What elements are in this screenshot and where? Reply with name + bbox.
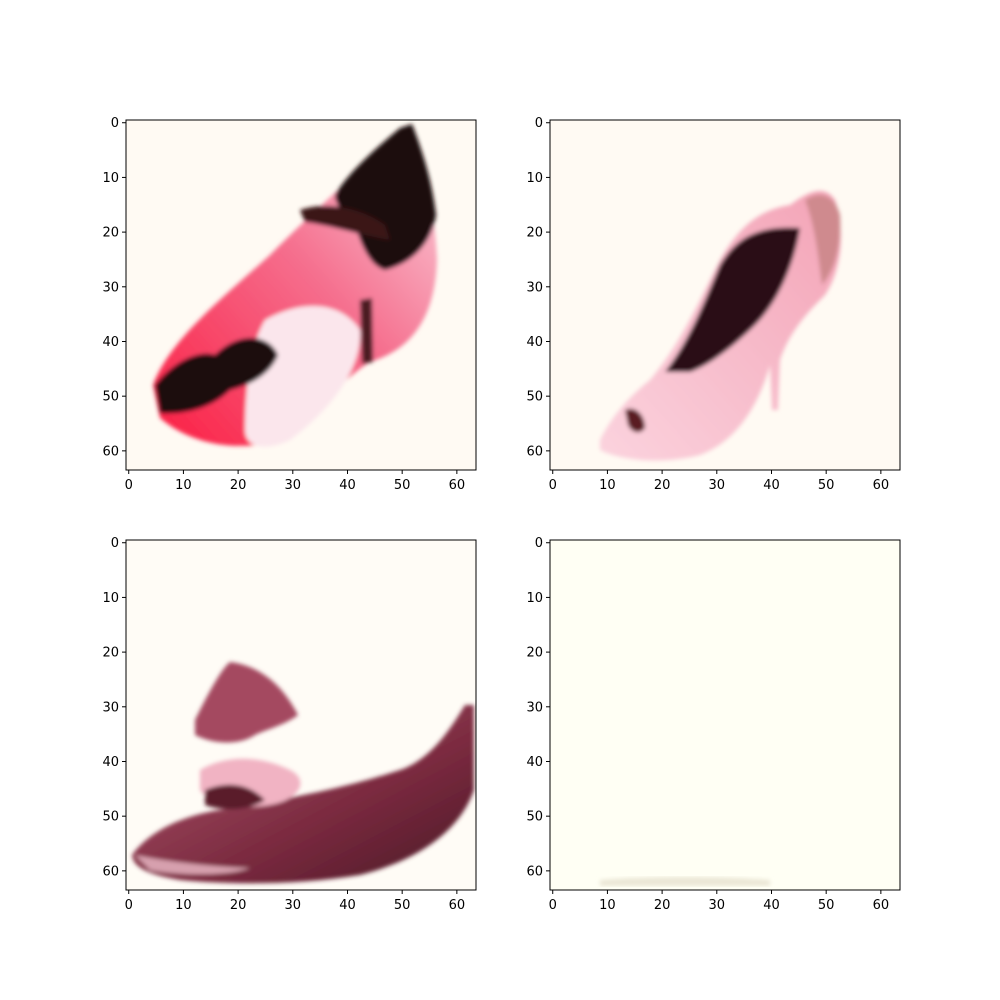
x-tick-label: 60 — [873, 478, 890, 493]
x-tick-label: 30 — [709, 898, 726, 913]
image-content — [600, 877, 770, 886]
axes-frame — [125, 119, 477, 471]
shoe-dark-toe — [155, 338, 278, 414]
panel-bottom-right: 0 10 20 30 40 50 60 0 10 20 30 40 50 60 — [526, 536, 901, 913]
axes-frame — [549, 539, 901, 891]
y-tick-label: 50 — [526, 390, 543, 405]
x-ticks: 0 10 20 30 40 50 60 — [549, 890, 890, 913]
y-ticks: 0 10 20 30 40 50 60 — [102, 536, 126, 879]
axes-frame — [125, 539, 477, 891]
y-tick-label: 40 — [526, 335, 543, 350]
x-tick-label: 20 — [230, 478, 247, 493]
shoe-heel — [360, 298, 373, 364]
y-tick-label: 0 — [535, 536, 543, 551]
x-tick-label: 50 — [394, 898, 411, 913]
y-tick-label: 10 — [526, 171, 543, 186]
x-tick-label: 30 — [709, 478, 726, 493]
y-tick-label: 50 — [102, 810, 119, 825]
panel-top-right: 0 10 20 30 40 50 60 0 10 20 30 40 50 60 — [526, 116, 901, 493]
shoe-upper — [195, 662, 298, 743]
y-tick-label: 10 — [102, 171, 119, 186]
x-tick-label: 50 — [818, 898, 835, 913]
x-tick-label: 40 — [763, 478, 780, 493]
x-tick-label: 10 — [599, 478, 616, 493]
x-tick-label: 10 — [599, 898, 616, 913]
y-tick-label: 30 — [102, 700, 119, 715]
shoe-interior — [665, 227, 800, 372]
x-tick-label: 50 — [818, 478, 835, 493]
shoe-highlight — [245, 306, 361, 447]
x-tick-label: 40 — [339, 898, 356, 913]
y-tick-label: 40 — [102, 755, 119, 770]
x-tick-label: 20 — [654, 898, 671, 913]
x-tick-label: 40 — [339, 478, 356, 493]
panel-top-left: 0 10 20 30 40 50 60 0 10 20 30 40 50 60 — [102, 116, 477, 493]
y-tick-label: 40 — [102, 335, 119, 350]
x-ticks: 0 10 20 30 40 50 60 — [549, 470, 890, 493]
y-tick-label: 20 — [102, 646, 119, 661]
shoe-dark-stripe — [300, 205, 390, 240]
x-tick-label: 10 — [175, 478, 192, 493]
x-tick-label: 20 — [654, 478, 671, 493]
x-ticks: 0 10 20 30 40 50 60 — [125, 890, 466, 913]
panel-bottom-left: 0 10 20 30 40 50 60 0 10 20 30 40 50 60 — [102, 536, 477, 913]
y-tick-label: 10 — [526, 591, 543, 606]
y-tick-label: 30 — [102, 280, 119, 295]
y-ticks: 0 10 20 30 40 50 60 — [526, 116, 550, 459]
shoe-heel-counter — [805, 195, 841, 285]
shoe-dark-flourish — [205, 784, 265, 810]
y-tick-label: 0 — [111, 116, 119, 131]
y-tick-label: 0 — [111, 536, 119, 551]
x-tick-label: 60 — [449, 478, 466, 493]
y-ticks: 0 10 20 30 40 50 60 — [102, 116, 126, 459]
x-tick-label: 50 — [394, 478, 411, 493]
axes-frame — [549, 119, 901, 471]
y-tick-label: 40 — [526, 755, 543, 770]
shoe-peep-toe — [625, 408, 645, 433]
x-tick-label: 40 — [763, 898, 780, 913]
image-content — [153, 124, 437, 447]
y-tick-label: 50 — [102, 390, 119, 405]
y-tick-label: 20 — [102, 226, 119, 241]
x-tick-label: 20 — [230, 898, 247, 913]
y-ticks: 0 10 20 30 40 50 60 — [526, 536, 550, 879]
y-tick-label: 10 — [102, 591, 119, 606]
y-tick-label: 60 — [102, 444, 119, 459]
image-content — [132, 662, 474, 884]
x-ticks: 0 10 20 30 40 50 60 — [125, 470, 466, 493]
shoe-edge — [135, 855, 250, 875]
y-tick-label: 60 — [526, 864, 543, 879]
faint-line — [600, 877, 770, 886]
x-tick-label: 60 — [873, 898, 890, 913]
y-tick-label: 20 — [526, 646, 543, 661]
x-tick-label: 30 — [285, 478, 302, 493]
x-tick-label: 30 — [285, 898, 302, 913]
x-tick-label: 0 — [125, 478, 133, 493]
image-background — [550, 540, 900, 890]
y-tick-label: 60 — [526, 444, 543, 459]
image-content — [600, 190, 841, 461]
y-tick-label: 50 — [526, 810, 543, 825]
x-tick-label: 0 — [549, 478, 557, 493]
x-tick-label: 0 — [549, 898, 557, 913]
x-tick-label: 0 — [125, 898, 133, 913]
y-tick-label: 30 — [526, 700, 543, 715]
x-tick-label: 10 — [175, 898, 192, 913]
y-tick-label: 60 — [102, 864, 119, 879]
y-tick-label: 20 — [526, 226, 543, 241]
x-tick-label: 60 — [449, 898, 466, 913]
shoe-base — [132, 705, 474, 884]
y-tick-label: 0 — [535, 116, 543, 131]
y-tick-label: 30 — [526, 280, 543, 295]
